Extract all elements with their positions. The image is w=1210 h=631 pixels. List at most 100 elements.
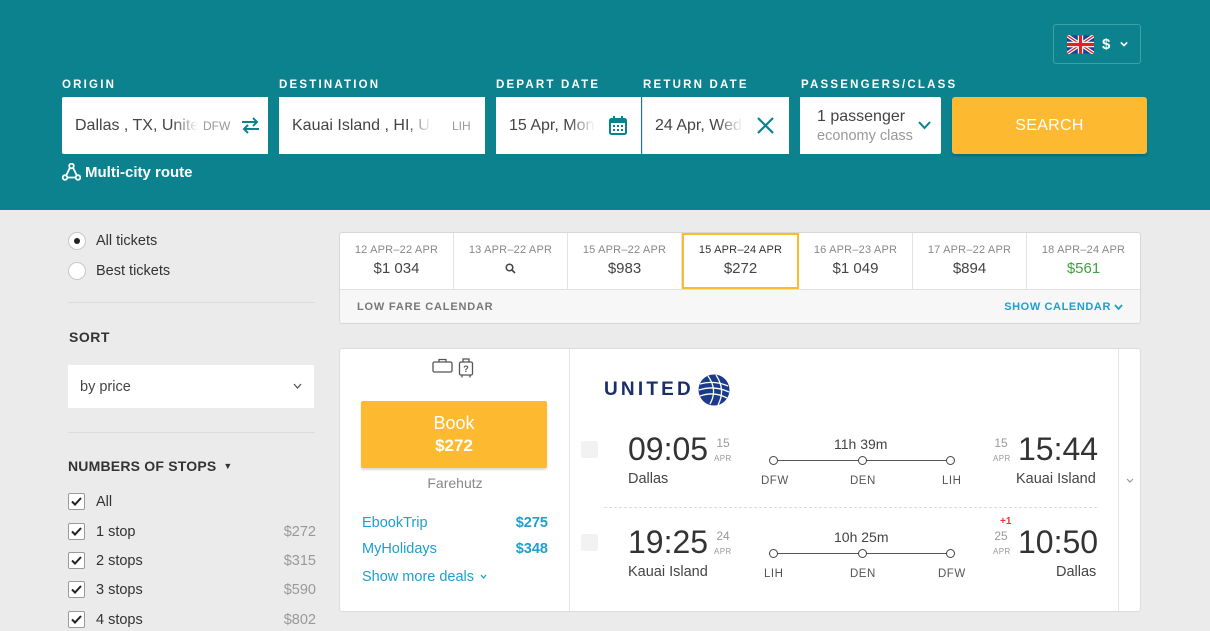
show-calendar-label: SHOW CALENDAR (1004, 300, 1111, 313)
all-tickets-radio[interactable]: All tickets (68, 232, 157, 250)
checkmark-icon (71, 615, 82, 624)
deal-row[interactable]: MyHolidays $348 (362, 541, 548, 557)
deal-agency[interactable]: MyHolidays (362, 541, 437, 557)
calendar-day[interactable]: 18 APR–24 APR $561 (1027, 233, 1140, 289)
best-tickets-label: Best tickets (96, 263, 171, 279)
stops-option-price: $272 (283, 523, 316, 540)
segment-checkbox[interactable] (581, 534, 598, 551)
origin-label: ORIGIN (62, 79, 117, 91)
calendar-day-dates: 15 APR–22 APR (582, 244, 667, 256)
calendar-day[interactable]: 17 APR–22 APR $894 (913, 233, 1027, 289)
depart-date-input[interactable]: 15 Apr, Mon (496, 97, 641, 154)
segment-checkbox[interactable] (581, 441, 598, 458)
baggage-icon (432, 358, 453, 373)
flight-duration: 11h 39m (834, 436, 888, 452)
departure-city: Kauai Island (628, 564, 708, 580)
deal-price[interactable]: $348 (515, 541, 548, 557)
ticket-booking-panel: ? Book $272 Farehutz EbookTrip $275 MyHo… (340, 349, 570, 611)
calendar-day[interactable]: 16 APR–23 APR $1 049 (799, 233, 913, 289)
stops-option-2[interactable]: 2 stops $315 (68, 552, 316, 569)
stops-option-price: $590 (283, 581, 316, 598)
arrival-month: APR (993, 547, 1011, 556)
airport-code: DFW (761, 475, 789, 487)
calendar-footer: LOW FARE CALENDAR SHOW CALENDAR (340, 290, 1140, 323)
airline-logo: UNITED (604, 374, 730, 406)
travel-class: economy class (817, 127, 913, 144)
calendar-icon[interactable] (609, 116, 627, 135)
chevron-down-icon (1114, 303, 1123, 310)
airport-code: DEN (850, 568, 876, 580)
show-calendar-link[interactable]: SHOW CALENDAR (1004, 301, 1123, 313)
book-label: Book (433, 413, 475, 433)
divider (68, 302, 315, 303)
departure-month: APR (714, 454, 732, 463)
language-currency-selector[interactable]: $ (1053, 24, 1141, 64)
stops-option-4[interactable]: 4 stops $802 (68, 611, 316, 628)
checkmark-icon (71, 527, 82, 536)
book-button[interactable]: Book $272 (361, 401, 547, 468)
checkmark-icon (71, 556, 82, 565)
destination-iata: LIH (452, 118, 471, 133)
search-icon (505, 263, 516, 274)
calendar-day-price-search (454, 260, 567, 278)
low-fare-calendar: 12 APR–22 APR $1 034 13 APR–22 APR 15 AP… (339, 232, 1141, 324)
multi-city-route-link[interactable]: Multi-city route (62, 163, 193, 181)
close-icon[interactable] (756, 116, 775, 135)
stops-option-label: 3 stops (96, 581, 143, 598)
departure-day: 24 (716, 529, 730, 543)
passengers-class-select[interactable]: 1 passenger economy class (800, 97, 941, 154)
divider (68, 432, 315, 433)
agency-name: Farehutz (427, 475, 483, 491)
calendar-day[interactable]: 12 APR–22 APR $1 034 (340, 233, 454, 289)
all-tickets-label: All tickets (96, 233, 158, 249)
triangle-down-icon: ▼ (223, 461, 233, 471)
calendar-day[interactable]: 13 APR–22 APR (454, 233, 568, 289)
passengers-label: PASSENGERS/CLASS (801, 79, 958, 91)
sort-title: SORT (69, 329, 110, 345)
origin-input[interactable]: Dallas , TX, United States DFW (62, 97, 268, 154)
best-tickets-radio[interactable]: Best tickets (68, 262, 170, 280)
stops-option-3[interactable]: 3 stops $590 (68, 581, 316, 598)
checkbox-checked (68, 611, 85, 628)
return-date-input[interactable]: 24 Apr, Wed (642, 97, 789, 154)
stops-option-label: 4 stops (96, 611, 143, 628)
stops-filter-title[interactable]: NUMBERS OF STOPS ▼ (68, 458, 233, 474)
search-button[interactable]: SEARCH (952, 97, 1147, 154)
deal-agency[interactable]: EbookTrip (362, 515, 428, 531)
calendar-day[interactable]: 15 APR–22 APR $983 (568, 233, 682, 289)
stops-option-1[interactable]: 1 stop $272 (68, 523, 316, 540)
passenger-count: 1 passenger (817, 107, 906, 125)
depart-date-label: DEPART DATE (496, 79, 601, 91)
stops-option-all[interactable]: All (68, 493, 316, 510)
segment-divider (604, 507, 1097, 508)
show-more-deals-label: Show more deals (362, 569, 475, 585)
book-price: $272 (435, 436, 473, 455)
arrival-time: 15:44 (1018, 431, 1099, 467)
departure-month: APR (714, 547, 732, 556)
calendar-day-price-cheapest: $561 (1066, 260, 1101, 277)
sort-select[interactable]: by price (68, 365, 314, 408)
stops-title-label: NUMBERS OF STOPS (68, 458, 217, 474)
expand-ticket-button[interactable] (1118, 349, 1140, 611)
swap-icon[interactable] (241, 117, 260, 134)
deal-price[interactable]: $275 (515, 515, 548, 531)
destination-input[interactable]: Kauai Island , HI, United States LIH (279, 97, 485, 154)
uk-flag-icon (1067, 34, 1094, 54)
calendar-day-dates: 16 APR–23 APR (813, 244, 898, 256)
calendar-day-selected[interactable]: 15 APR–24 APR $272 (682, 233, 799, 289)
airport-dot (858, 456, 867, 465)
checkbox-checked (68, 493, 85, 510)
checkbox-checked (68, 581, 85, 598)
origin-iata: DFW (203, 118, 231, 133)
calendar-day-price: $1 049 (832, 260, 879, 277)
show-more-deals-link[interactable]: Show more deals (362, 569, 487, 585)
departure-city: Dallas (628, 471, 669, 487)
radio-button-selected (68, 232, 86, 250)
deal-row[interactable]: EbookTrip $275 (362, 515, 548, 531)
stops-option-label: 2 stops (96, 552, 143, 569)
chevron-down-icon (918, 121, 931, 130)
baggage-info[interactable]: ? (432, 358, 474, 378)
return-date-value: 24 Apr, Wed (655, 116, 743, 135)
depart-date-value: 15 Apr, Mon (509, 116, 595, 135)
airport-code: LIH (764, 568, 784, 580)
